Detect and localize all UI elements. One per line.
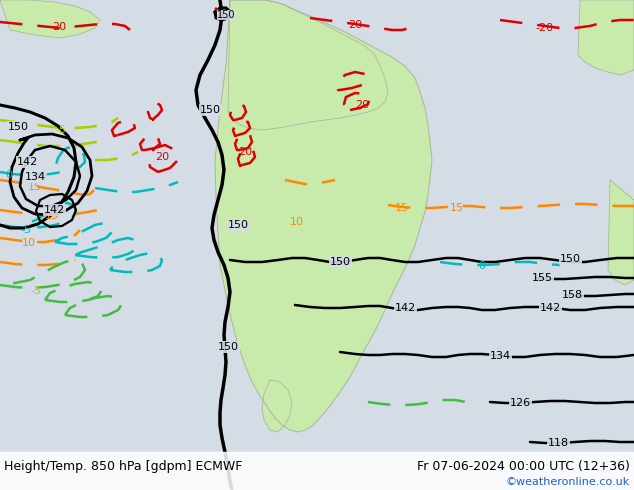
Text: 20: 20 [348, 20, 362, 30]
Text: 15: 15 [45, 211, 59, 221]
Polygon shape [578, 0, 634, 75]
Text: 150: 150 [217, 10, 235, 20]
Text: 20: 20 [52, 22, 66, 32]
Text: -5: -5 [20, 225, 31, 235]
Polygon shape [228, 0, 388, 130]
Text: 150: 150 [330, 257, 351, 267]
Text: ©weatheronline.co.uk: ©weatheronline.co.uk [506, 477, 630, 487]
Text: 158: 158 [562, 290, 583, 300]
Text: 20: 20 [155, 152, 169, 162]
Text: 134: 134 [490, 351, 511, 361]
Text: Height/Temp. 850 hPa [gdpm] ECMWF: Height/Temp. 850 hPa [gdpm] ECMWF [4, 460, 242, 472]
Text: -5: -5 [30, 286, 41, 296]
Polygon shape [215, 0, 432, 432]
Text: 0: 0 [478, 261, 485, 271]
Text: 15: 15 [450, 203, 464, 213]
Text: Fr 07-06-2024 00:00 UTC (12+36): Fr 07-06-2024 00:00 UTC (12+36) [417, 460, 630, 472]
Text: 20: 20 [238, 147, 252, 157]
Text: 134: 134 [25, 172, 46, 182]
Text: 15: 15 [395, 203, 409, 213]
Text: 155: 155 [532, 273, 553, 283]
Text: 150: 150 [8, 122, 29, 132]
Polygon shape [0, 0, 100, 38]
Text: 0: 0 [5, 170, 12, 180]
Text: 15: 15 [28, 182, 42, 192]
Text: 142: 142 [395, 303, 417, 313]
Text: 142: 142 [17, 157, 38, 167]
Text: 150: 150 [228, 220, 249, 230]
Text: -5: -5 [55, 125, 66, 135]
Text: 20: 20 [355, 100, 369, 110]
Text: 126: 126 [510, 398, 531, 408]
Polygon shape [262, 380, 292, 432]
Text: 10: 10 [22, 238, 36, 248]
Text: 10: 10 [290, 217, 304, 227]
Polygon shape [0, 452, 634, 490]
Text: 118: 118 [548, 438, 569, 448]
Text: 150: 150 [560, 254, 581, 264]
Text: 150: 150 [200, 105, 221, 115]
Text: -20: -20 [535, 23, 553, 33]
Text: 142: 142 [540, 303, 561, 313]
Text: 150: 150 [218, 342, 239, 352]
Polygon shape [608, 180, 634, 285]
Text: 142: 142 [44, 205, 65, 215]
